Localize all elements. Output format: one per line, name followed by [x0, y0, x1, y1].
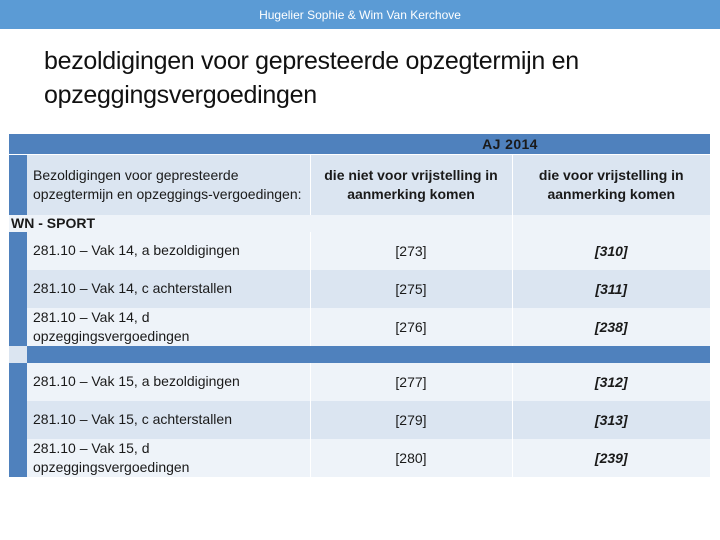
- aj-label: AJ 2014: [310, 134, 711, 155]
- col1-header: die niet voor vrijstelling in aanmerking…: [310, 154, 513, 215]
- separator-bar: [27, 345, 711, 363]
- row-col2-value: [313]: [512, 400, 711, 439]
- row-col1-value: [273]: [310, 231, 513, 270]
- row-code: 281.10 – Vak 15, d opzeggingsvergoedinge…: [27, 438, 311, 477]
- header-author: Hugelier Sophie & Wim Van Kerchove: [259, 7, 461, 22]
- table-row: 281.10 – Vak 14, c achterstallen [275] […: [9, 269, 711, 308]
- row-marker: [9, 154, 27, 215]
- row-marker: [9, 400, 27, 439]
- row-col2-value: [311]: [512, 269, 711, 308]
- table-row: 281.10 – Vak 15, d opzeggingsvergoedinge…: [9, 438, 711, 477]
- row-col1-value: [279]: [310, 400, 513, 439]
- row-code: 281.10 – Vak 14, c achterstallen: [27, 269, 311, 308]
- column-header-row: Bezoldigingen voor gepresteerde opzegter…: [9, 154, 711, 215]
- row-code: 281.10 – Vak 14, d opzeggingsvergoedinge…: [27, 307, 311, 346]
- separator-row: [9, 345, 711, 363]
- section-blank-2: [512, 214, 711, 232]
- row-marker: [9, 307, 27, 346]
- row-col1-value: [276]: [310, 307, 513, 346]
- row-label-header: Bezoldigingen voor gepresteerde opzegter…: [27, 154, 311, 215]
- row-col2-value: [310]: [512, 231, 711, 270]
- data-table: AJ 2014 Bezoldigingen voor gepresteerde …: [9, 134, 711, 477]
- header-bar: Hugelier Sophie & Wim Van Kerchove: [0, 0, 720, 29]
- aj-header-blank: [9, 134, 310, 155]
- table-row: 281.10 – Vak 14, a bezoldigingen [273] […: [9, 231, 711, 270]
- table-row: 281.10 – Vak 15, a bezoldigingen [277] […: [9, 362, 711, 401]
- row-code: 281.10 – Vak 15, c achterstallen: [27, 400, 311, 439]
- aj-header-row: AJ 2014: [9, 134, 711, 155]
- row-col1-value: [277]: [310, 362, 513, 401]
- row-marker: [9, 231, 27, 270]
- row-code: 281.10 – Vak 14, a bezoldigingen: [27, 231, 311, 270]
- col2-header: die voor vrijstelling in aanmerking kome…: [512, 154, 711, 215]
- row-marker: [9, 269, 27, 308]
- separator-marker: [9, 345, 27, 363]
- slide-title: bezoldigingen voor gepresteerde opzegter…: [44, 47, 579, 109]
- section-row: WN - SPORT: [9, 214, 711, 232]
- table-row: 281.10 – Vak 14, d opzeggingsvergoedinge…: [9, 307, 711, 346]
- row-marker: [9, 362, 27, 401]
- section-label: WN - SPORT: [9, 214, 310, 232]
- row-col2-value: [238]: [512, 307, 711, 346]
- row-code: 281.10 – Vak 15, a bezoldigingen: [27, 362, 311, 401]
- row-col1-value: [275]: [310, 269, 513, 308]
- row-col2-value: [312]: [512, 362, 711, 401]
- table-row: 281.10 – Vak 15, c achterstallen [279] […: [9, 400, 711, 439]
- section-blank-1: [310, 214, 513, 232]
- row-col1-value: [280]: [310, 438, 513, 477]
- row-col2-value: [239]: [512, 438, 711, 477]
- row-marker: [9, 438, 27, 477]
